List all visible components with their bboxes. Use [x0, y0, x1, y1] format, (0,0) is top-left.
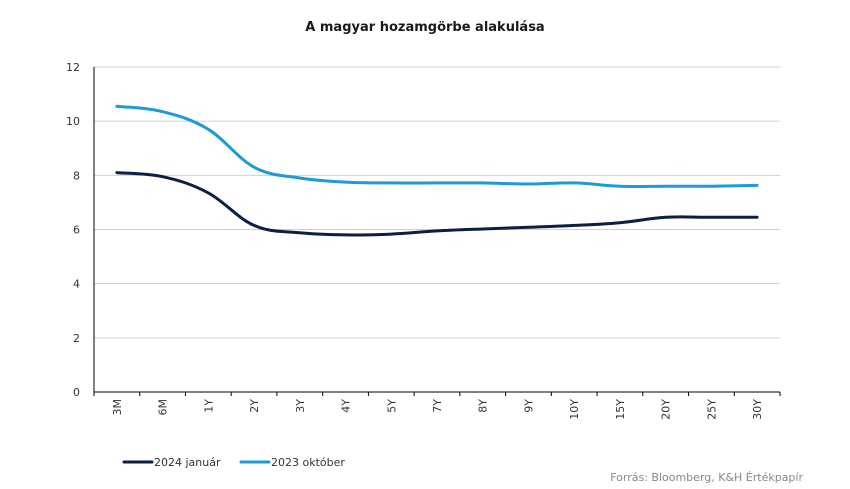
y-tick-label: 10 [66, 115, 80, 128]
data-point-2024-janu-r-9y [527, 226, 530, 229]
data-point-2023-okt-ber-4y [344, 181, 347, 184]
chart-title: A magyar hozamgörbe alakulása [305, 20, 544, 35]
data-point-2023-okt-ber-5y [390, 181, 393, 184]
legend-label: 2024 január [154, 456, 221, 469]
x-tick-label: 1Y [202, 399, 215, 413]
data-point-2024-janu-r-30y [756, 216, 759, 219]
data-point-2023-okt-ber-10y [573, 181, 576, 184]
y-tick-label: 8 [73, 169, 80, 182]
data-point-2023-okt-ber-9y [527, 183, 530, 186]
data-point-2023-okt-ber-7y [436, 181, 439, 184]
x-tick-label: 8Y [477, 399, 490, 413]
data-point-2023-okt-ber-3m [115, 105, 118, 108]
data-point-2024-janu-r-5y [390, 233, 393, 236]
x-tick-label: 2Y [248, 399, 261, 413]
x-tick-label: 15Y [614, 399, 627, 420]
data-point-2023-okt-ber-30y [756, 184, 759, 187]
data-point-2023-okt-ber-1y [207, 128, 210, 131]
x-tick-label: 3M [111, 399, 124, 416]
series-line-2023-okt-ber [115, 104, 759, 188]
grid-lines [94, 66, 780, 339]
x-tick-label: 6M [157, 399, 170, 416]
data-point-2023-okt-ber-20y [664, 185, 667, 188]
y-tick-label: 2 [73, 332, 80, 345]
series-lines [115, 104, 759, 237]
x-tick-label: 25Y [705, 399, 718, 420]
y-tick-label: 12 [66, 61, 80, 74]
x-tick-label: 20Y [660, 399, 673, 420]
data-point-2024-janu-r-4y [344, 233, 347, 236]
legend: 2024 január 2023 október [122, 456, 345, 469]
x-tick-label: 30Y [751, 399, 764, 420]
data-point-2023-okt-ber-2y [253, 166, 256, 169]
data-point-2024-janu-r-10y [573, 224, 576, 227]
data-point-2023-okt-ber-6m [161, 110, 164, 113]
data-point-2024-janu-r-25y [710, 216, 713, 219]
y-axis-tick-labels: 0 2 4 6 8 10 12 [66, 61, 80, 399]
y-tick-label: 0 [73, 386, 80, 399]
series-line-2024-janu-r [115, 171, 759, 237]
axes [93, 67, 781, 396]
data-point-2024-janu-r-3y [298, 231, 301, 234]
x-tick-label: 3Y [294, 399, 307, 413]
x-tick-label: 10Y [568, 399, 581, 420]
data-point-2024-janu-r-15y [618, 221, 621, 224]
x-tick-label: 9Y [522, 399, 535, 413]
x-tick-label: 5Y [385, 399, 398, 413]
y-tick-label: 4 [73, 278, 80, 291]
x-tick-label: 7Y [431, 399, 444, 413]
legend-label: 2023 október [271, 456, 345, 469]
data-point-2024-janu-r-6m [161, 175, 164, 178]
x-tick-label: 4Y [340, 399, 353, 413]
data-point-2024-janu-r-3m [115, 171, 118, 174]
y-tick-label: 6 [73, 224, 80, 237]
data-point-2023-okt-ber-25y [710, 185, 713, 188]
data-point-2023-okt-ber-15y [618, 185, 621, 188]
data-point-2023-okt-ber-8y [481, 181, 484, 184]
data-point-2023-okt-ber-3y [298, 177, 301, 180]
data-point-2024-janu-r-1y [207, 191, 210, 194]
data-point-2024-janu-r-20y [664, 216, 667, 219]
data-point-2024-janu-r-7y [436, 229, 439, 232]
data-point-2024-janu-r-2y [253, 224, 256, 227]
x-axis-tick-labels: 3M 6M 1Y 2Y 3Y 4Y 5Y 7Y 8Y 9Y 10Y 15Y 20Y 25Y 30Y [111, 399, 764, 420]
data-point-2024-janu-r-8y [481, 227, 484, 230]
source-note: Forrás: Bloomberg, K&H Értékpapír [610, 471, 803, 484]
